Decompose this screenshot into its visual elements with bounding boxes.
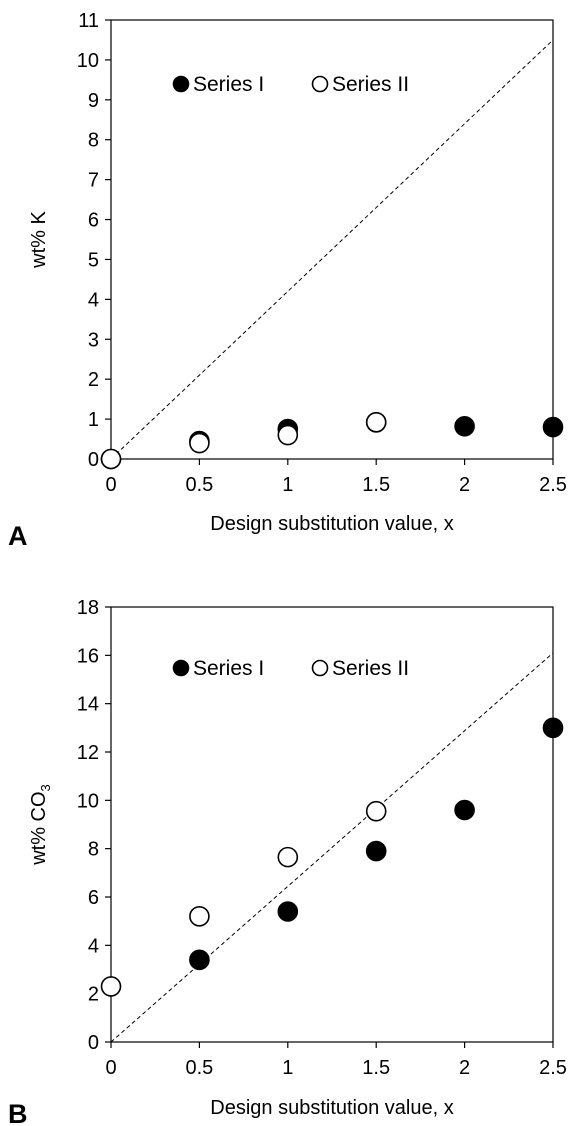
x-tick-label: 2 [459, 1057, 470, 1079]
x-tick-label: 0 [105, 474, 116, 496]
y-tick-label: 3 [88, 329, 99, 351]
y-axis-label: wt% K [28, 211, 50, 269]
series-ii-point [277, 424, 299, 446]
plot-frame [110, 19, 554, 460]
x-tick-label: 1.5 [362, 1057, 390, 1079]
chart-panel-b: 0 2 4 6 8 10 12 14 16 18 0 0.5 1 1.5 2 2.5 Design substi… [8, 597, 567, 1126]
legend-marker-series-i [172, 75, 190, 93]
legend-marker-series-ii [311, 659, 329, 677]
legend-label-series-i: Series I [193, 73, 264, 96]
y-axis-label-text: wt% CO [28, 791, 50, 865]
y-tick-label: 2 [88, 369, 99, 391]
x-axis-label: Design substitution value, x [210, 513, 453, 535]
y-tick-label: 16 [77, 645, 99, 667]
y-tick-label: 0 [88, 1032, 99, 1054]
y-axis-label-text: wt% K [28, 211, 50, 269]
reference-line [110, 39, 554, 460]
series-ii-point [100, 448, 122, 470]
y-tick-label: 10 [77, 50, 99, 72]
y-tick-label: 12 [77, 742, 99, 764]
x-tick-label: 0.5 [185, 474, 213, 496]
y-tick-label: 0 [88, 449, 99, 471]
x-tick-label: 0 [105, 1057, 116, 1079]
y-tick-label: 7 [88, 170, 99, 192]
y-tick-label: 6 [88, 210, 99, 232]
y-tick-label: 8 [88, 130, 99, 152]
series-ii-point [189, 432, 210, 454]
x-axis-label: Design substitution value, x [210, 1097, 453, 1119]
plot-frame [110, 606, 554, 1043]
legend-label-series-ii: Series II [332, 657, 409, 680]
x-tick-label: 1 [282, 1057, 293, 1079]
reference-line [110, 652, 554, 1043]
legend-label-series-ii: Series II [332, 73, 409, 96]
y-tick-label: 18 [77, 597, 99, 619]
series-i-point [189, 949, 210, 971]
series-ii-point [365, 800, 387, 822]
series-ii-point [277, 846, 299, 868]
y-axis-label-subscript: 3 [38, 784, 53, 791]
x-tick-label: 2.5 [539, 474, 567, 496]
y-tick-label: 9 [88, 90, 99, 112]
x-tick-label: 2.5 [539, 1057, 567, 1079]
y-tick-label: 2 [88, 984, 99, 1006]
x-tick-label: 1.5 [362, 474, 390, 496]
y-tick-label: 5 [88, 249, 99, 271]
series-ii-point [365, 411, 387, 433]
y-tick-label: 1 [88, 409, 99, 431]
series-i-point [365, 840, 387, 862]
series-ii-point [189, 906, 210, 927]
y-tick-label: 6 [88, 887, 99, 909]
legend-marker-series-ii [311, 75, 329, 93]
series-i-point [454, 415, 475, 437]
series-i-point [542, 416, 564, 438]
x-tick-label: 1 [282, 474, 293, 496]
chart-panel-a: 0 1 2 3 4 5 6 7 8 9 10 11 0 0.5 1 1.5 2 2.5 Design substit… [8, 10, 567, 551]
legend-marker-series-i [172, 659, 190, 677]
x-tick-label: 0.5 [185, 1057, 213, 1079]
y-tick-label: 10 [77, 790, 99, 812]
panel-label: B [8, 1099, 28, 1126]
series-i-point [454, 799, 475, 821]
series-i-point [277, 901, 299, 922]
y-axis-label: wt% CO3 [28, 784, 53, 866]
series-ii-point [100, 976, 122, 997]
y-tick-label: 8 [88, 839, 99, 861]
panel-label: A [8, 521, 28, 551]
y-tick-label: 4 [88, 289, 99, 311]
y-tick-label: 4 [88, 935, 99, 957]
y-tick-label: 11 [78, 10, 99, 32]
legend-label-series-i: Series I [193, 657, 264, 680]
y-tick-label: 14 [77, 694, 99, 716]
x-tick-label: 2 [459, 474, 470, 496]
series-i-point [542, 717, 564, 739]
